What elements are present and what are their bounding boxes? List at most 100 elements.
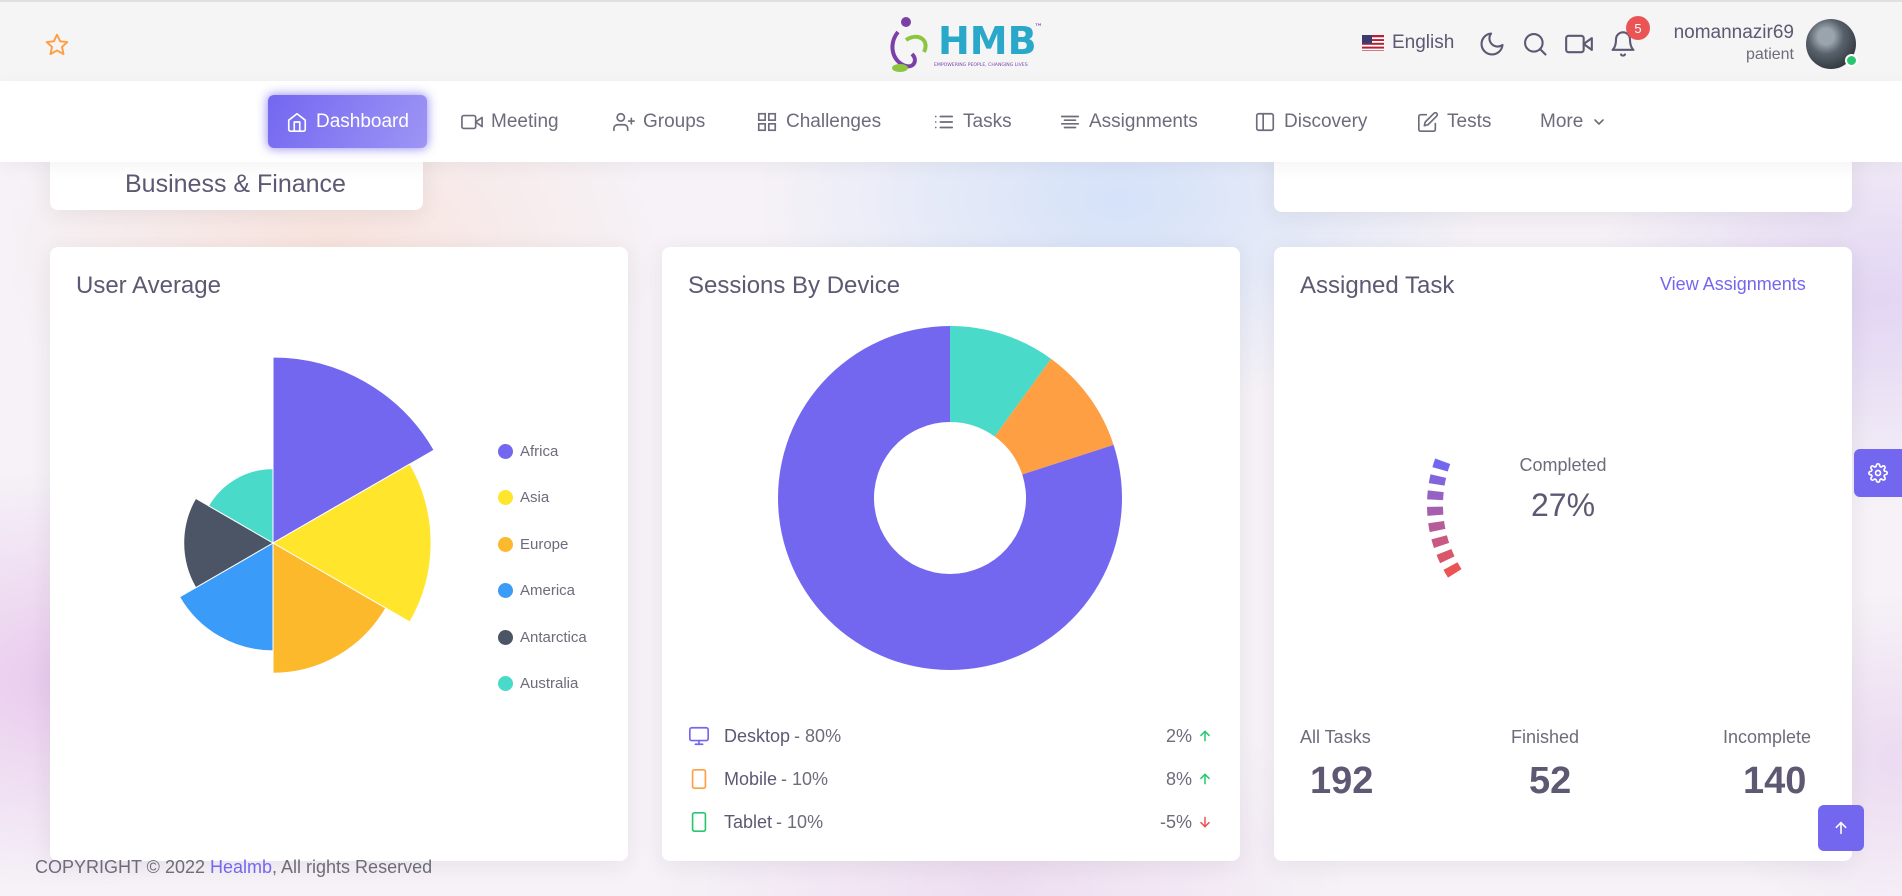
user-average-polar-chart [178,356,435,674]
nav-challenges-label: Challenges [786,110,882,132]
moon-icon[interactable] [1478,30,1506,58]
legend-item-europe[interactable]: Europe [498,536,568,553]
nav-meeting[interactable]: Meeting [443,95,577,148]
view-assignments-link[interactable]: View Assignments [1660,274,1806,294]
stat-finished-label: Finished [1511,727,1580,747]
tablet-icon [691,769,707,789]
device-share: - 10% [781,768,829,789]
video-call-icon[interactable] [1565,30,1593,58]
device-name: Mobile [724,768,778,789]
logo-tagline: EMPOWERING PEOPLE, CHANGING LIVES [934,62,1028,68]
main-navigation: Dashboard Meeting Groups Challenges Task… [0,81,1902,162]
nav-more[interactable]: More [1522,95,1625,148]
legend-marker [498,676,513,691]
polar-slice-america[interactable] [178,542,274,652]
scroll-to-top-button[interactable] [1818,805,1864,851]
legend-label: Asia [520,489,550,507]
us-flag-icon [1362,35,1384,51]
radial-segment [1443,562,1462,578]
language-selector[interactable]: English [1362,32,1454,54]
device-change: 8% [1166,769,1212,790]
svg-text:™: ™ [1034,23,1043,33]
grid-icon [757,112,777,131]
monitor-icon [689,726,709,746]
stat-incomplete-value: 140 [1743,760,1807,802]
bell-icon[interactable] [1609,30,1637,58]
legend-item-america[interactable]: America [498,582,575,599]
donut-slice-tablet[interactable] [994,358,1114,475]
device-row-tablet: Tablet - 10% -5% [688,807,1212,837]
completed-radial-chart [1427,458,1462,578]
footer-suffix: , All rights Reserved [272,857,433,877]
device-share: - 10% [776,811,824,832]
legend-label: America [520,582,576,600]
top-header: HMB ™ EMPOWERING PEOPLE, CHANGING LIVES … [0,0,1902,81]
donut-slice-mobile[interactable] [950,326,1052,437]
nav-meeting-label: Meeting [491,110,559,132]
device-share: - 80% [794,725,842,746]
nav-groups[interactable]: Groups [595,95,723,148]
polar-slice-australia[interactable] [207,468,274,544]
customizer-toggle[interactable] [1854,449,1902,497]
sessions-title: Sessions By Device [688,272,901,299]
stat-finished-value: 52 [1529,760,1572,802]
polar-slice-africa[interactable] [272,356,435,544]
nav-tasks[interactable]: Tasks [915,95,1030,148]
align-center-icon [1060,115,1080,128]
bookmark-star-icon[interactable] [44,32,70,58]
polar-slice-asia[interactable] [271,463,432,623]
device-change-value: -5% [1159,811,1192,832]
nav-challenges[interactable]: Challenges [738,95,899,148]
legend-item-australia[interactable]: Australia [498,675,578,692]
video-icon [461,114,483,129]
radial-segment [1436,549,1455,564]
arrow-up-icon [1200,730,1210,742]
user-name[interactable]: nomannazir69 [1673,22,1794,43]
legend-item-africa[interactable]: Africa [498,443,558,460]
avatar[interactable] [1806,19,1858,69]
device-row-desktop: Desktop - 80% 2% [688,721,1212,751]
device-name: Desktop [724,725,791,746]
user-plus-icon [613,112,635,131]
nav-tests-label: Tests [1447,110,1492,132]
device-change-value: 2% [1165,725,1192,746]
footer-link[interactable]: Healmb [210,857,273,877]
nav-assignments[interactable]: Assignments [1041,95,1216,148]
user-average-title: User Average [76,272,221,299]
nav-assignments-label: Assignments [1089,110,1198,132]
legend-label: Africa [520,443,559,460]
nav-discovery-label: Discovery [1284,110,1368,132]
donut-slice-desktop[interactable] [778,326,1122,670]
search-icon[interactable] [1521,30,1549,58]
stat-all-tasks-value: 192 [1310,760,1374,802]
notification-badge: 5 [1626,16,1650,40]
polar-slice-europe[interactable] [272,542,387,674]
nav-tasks-label: Tasks [963,110,1012,132]
device-row-mobile: Mobile - 10% 8% [688,764,1212,794]
legend-marker [498,629,513,645]
sessions-donut-chart [778,326,1122,670]
nav-discovery[interactable]: Discovery [1236,95,1385,148]
tablet-icon [691,812,707,832]
device-name: Tablet [724,811,773,832]
radial-segment [1431,535,1450,548]
nav-dashboard[interactable]: Dashboard [268,95,427,148]
chevron-down-icon [1594,118,1605,125]
legend-marker [498,490,513,506]
nav-dashboard-label: Dashboard [316,110,409,132]
device-change: -5% [1160,812,1212,833]
nav-tests[interactable]: Tests [1399,95,1509,148]
radial-segment [1427,490,1444,501]
arrow-up-icon [1835,821,1847,835]
legend-item-antarctica[interactable]: Antarctica [498,629,587,646]
legend-marker [498,536,513,552]
assigned-task-title: Assigned Task [1300,272,1455,299]
arrow-up-icon [1200,773,1210,785]
business-finance-label: Business & Finance [125,170,346,198]
hmb-logo[interactable]: HMB ™ EMPOWERING PEOPLE, CHANGING LIVES [884,10,1054,76]
legend-marker [498,444,513,459]
footer-copyright: COPYRIGHT © 2022 Healmb, All rights Rese… [35,857,432,878]
home-icon [287,112,307,132]
polar-slice-antarctica[interactable] [183,497,274,589]
legend-item-asia[interactable]: Asia [498,489,549,506]
